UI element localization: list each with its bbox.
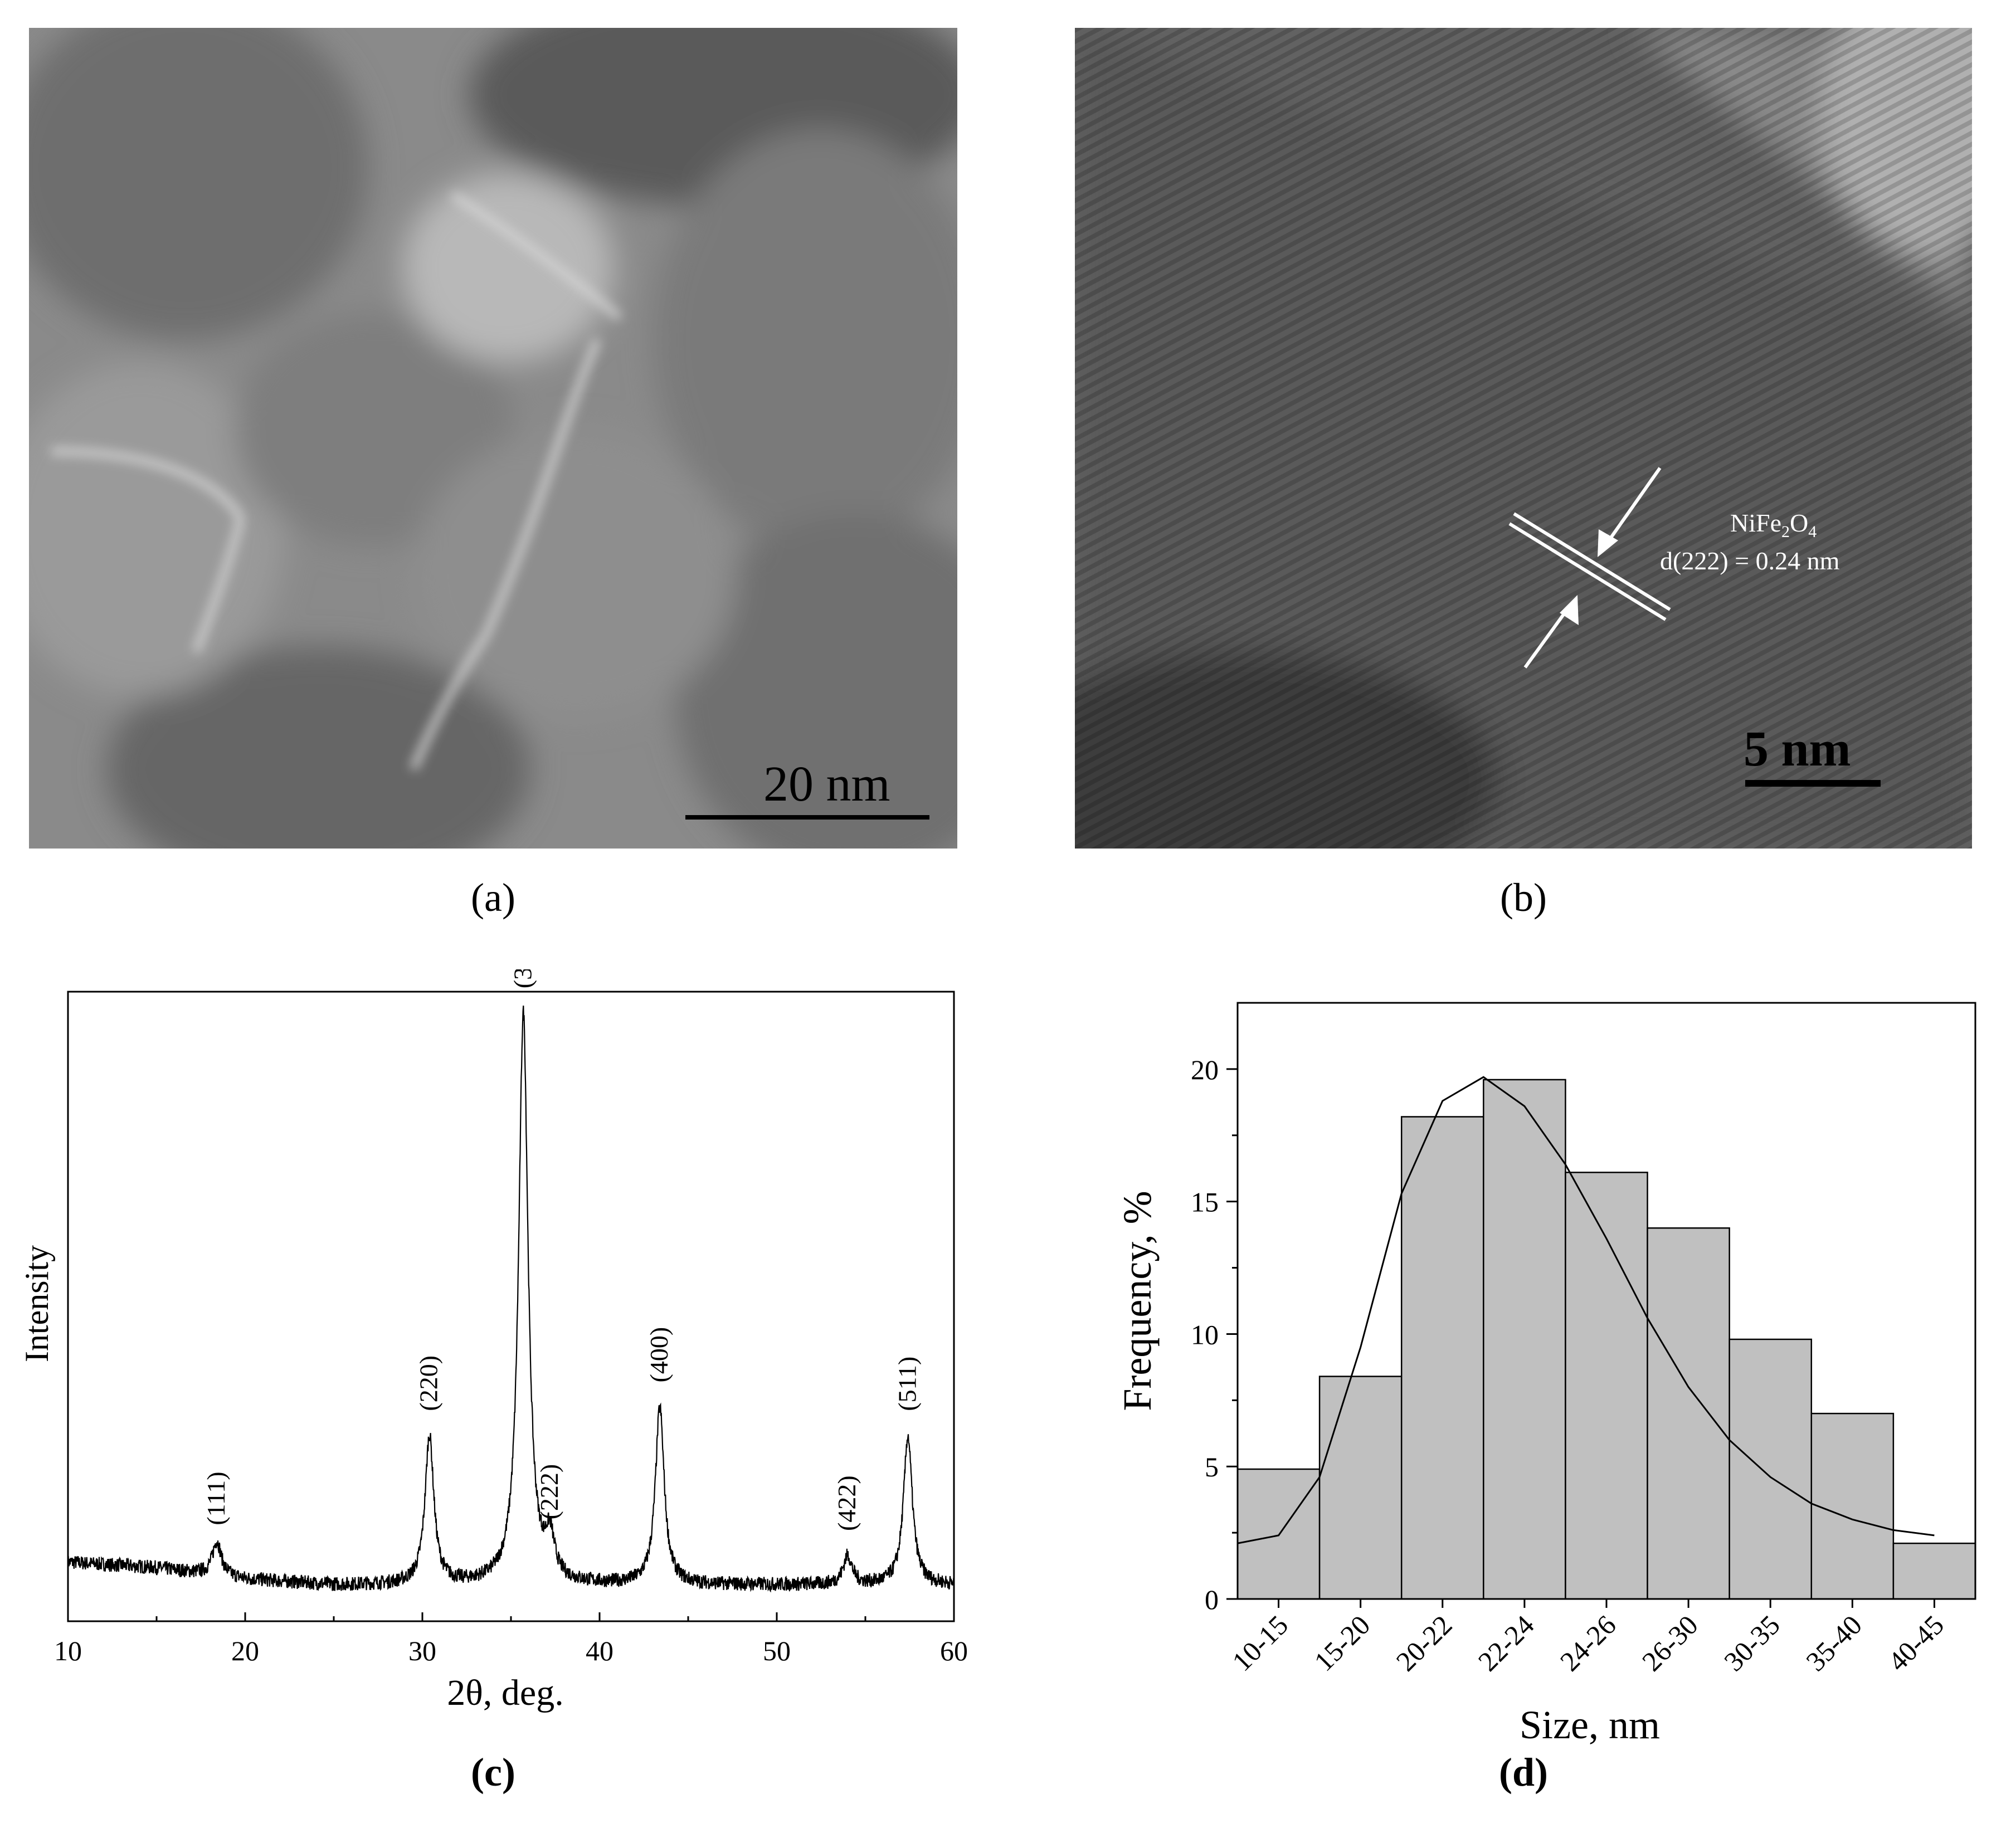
caption-b: (b) bbox=[1500, 875, 1547, 920]
scale-bar-b-label: 5 nm bbox=[1744, 721, 1851, 777]
histogram-bar bbox=[1647, 1227, 1730, 1600]
histogram-fit-curve bbox=[1237, 1076, 1935, 1544]
xrd-peak-label: (222) bbox=[535, 1464, 563, 1520]
histogram-x-tick-label: 24-26 bbox=[1554, 1609, 1622, 1677]
histogram-y-tick-label: 5 bbox=[1205, 1451, 1219, 1483]
xrd-y-axis-label: Intensity bbox=[18, 1245, 55, 1362]
histogram-x-tick-label: 10-15 bbox=[1226, 1609, 1294, 1677]
histogram-x-tick-label: 22-24 bbox=[1472, 1609, 1540, 1677]
histogram-plot-area: 0 5 10 15 20 10-15 15-20 20-22 22-24 24-26 26-30 30… bbox=[1115, 1002, 1976, 1747]
scale-bar-a bbox=[685, 815, 929, 820]
histogram-y-axis-label: Frequency, % bbox=[1115, 1191, 1160, 1411]
histogram-x-tick-label: 15-20 bbox=[1308, 1609, 1376, 1677]
histogram-x-tick-label: 40-45 bbox=[1882, 1609, 1950, 1677]
xrd-peak-label: (111) bbox=[202, 1471, 230, 1525]
histogram-bar bbox=[1810, 1412, 1895, 1600]
histogram-bar bbox=[1565, 1172, 1648, 1600]
xrd-x-tick-label: 10 bbox=[54, 1635, 82, 1666]
xrd-x-tick-label: 30 bbox=[408, 1635, 436, 1666]
tem-image-b: NiFe2O4 d(222) = 0.24 nm 5 nm bbox=[1075, 28, 1972, 849]
histogram-y-tick-label: 15 bbox=[1191, 1187, 1219, 1218]
histogram-x-tick-label: 35-40 bbox=[1800, 1609, 1868, 1677]
histogram-x-tick-label: 26-30 bbox=[1636, 1609, 1704, 1677]
xrd-x-axis-label: 2θ, deg. bbox=[447, 1673, 563, 1713]
tem-image-a-graphic bbox=[29, 28, 957, 849]
histogram-y-tick-label: 0 bbox=[1205, 1584, 1219, 1615]
histogram-x-tick-label: 30-35 bbox=[1718, 1609, 1786, 1677]
xrd-series-line bbox=[67, 1005, 955, 1593]
lattice-annotation-spacing: d(222) = 0.24 nm bbox=[1660, 547, 1840, 575]
histogram-bar bbox=[1483, 1079, 1566, 1600]
histogram-x-axis-label: Size, nm bbox=[1520, 1703, 1660, 1747]
xrd-peak-label: (511) bbox=[893, 1357, 921, 1411]
xrd-peak-label: (422) bbox=[832, 1475, 861, 1531]
histogram-chart: 0 5 10 15 20 10-15 15-20 20-22 22-24 24-26 26-30 30… bbox=[1115, 1002, 1976, 1747]
caption-c: (c) bbox=[471, 1750, 515, 1795]
histogram-bar bbox=[1400, 1116, 1484, 1600]
xrd-frame bbox=[67, 991, 955, 1622]
histogram-y-tick-label: 10 bbox=[1191, 1319, 1219, 1350]
caption-d: (d) bbox=[1499, 1750, 1548, 1795]
tem-image-a: 20 nm bbox=[29, 28, 957, 849]
xrd-plot-area: (111) (220) (311) (222) (400) (422) (511) 10 20 3… bbox=[18, 969, 968, 1713]
xrd-peak-label: (311) bbox=[508, 969, 537, 988]
lattice-annotation-compound: NiFe2O4 bbox=[1730, 509, 1817, 542]
tem-image-b-graphic bbox=[1075, 28, 1972, 849]
histogram-bar bbox=[1728, 1338, 1813, 1600]
xrd-x-tick-label: 20 bbox=[231, 1635, 259, 1666]
scale-bar-b bbox=[1745, 780, 1881, 787]
xrd-x-tick-label: 40 bbox=[586, 1635, 613, 1666]
caption-a: (a) bbox=[471, 875, 515, 920]
histogram-bar bbox=[1318, 1376, 1403, 1600]
xrd-x-tick-label: 60 bbox=[940, 1635, 968, 1666]
xrd-chart: (111) (220) (311) (222) (400) (422) (511) 10 20 3… bbox=[18, 969, 968, 1713]
xrd-x-tick-label: 50 bbox=[763, 1635, 791, 1666]
xrd-peak-label: (220) bbox=[415, 1355, 443, 1411]
scale-bar-a-label: 20 nm bbox=[763, 757, 890, 812]
histogram-y-tick-label: 20 bbox=[1191, 1054, 1219, 1085]
xrd-peak-label: (400) bbox=[645, 1327, 673, 1383]
arrow-heads bbox=[1560, 529, 1618, 625]
histogram-bar bbox=[1892, 1542, 1976, 1600]
histogram-x-tick-label: 20-22 bbox=[1390, 1609, 1458, 1677]
